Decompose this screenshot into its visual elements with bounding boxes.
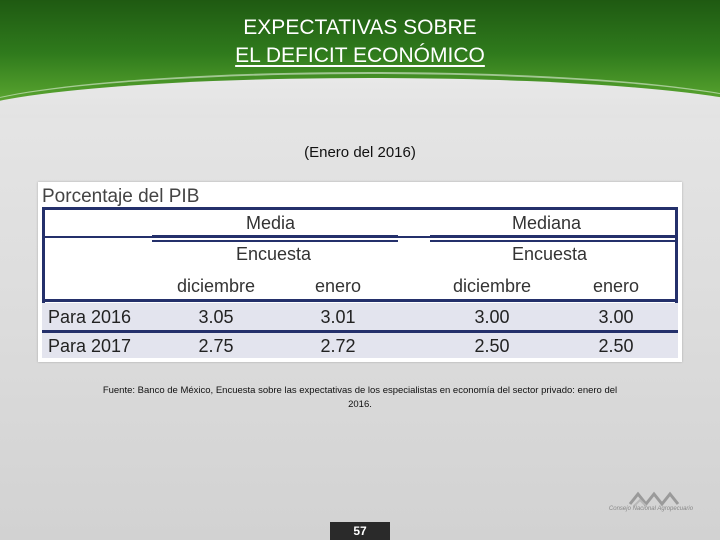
cell-2016-media-diciembre: 3.05 xyxy=(198,307,234,327)
row-label-2017: Para 2017 xyxy=(48,336,132,356)
header-swoosh-line xyxy=(0,72,720,118)
source-note: Fuente: Banco de México, Encuesta sobre … xyxy=(102,385,618,410)
table-top-rule xyxy=(42,207,678,210)
cna-mountains-logo-icon xyxy=(628,491,680,507)
col-header-media-diciembre: diciembre xyxy=(176,276,256,296)
subheader-encuesta-mediana: Encuesta xyxy=(512,244,588,264)
col-header-mediana-enero: enero xyxy=(592,276,640,296)
title-line-1: EXPECTATIVAS SOBRE xyxy=(243,16,477,39)
subtitle: (Enero del 2016) xyxy=(304,144,416,161)
subheader-encuesta-media: Encuesta xyxy=(236,244,312,264)
header-band xyxy=(0,0,720,118)
pib-table: Porcentaje del PIB Media Mediana Encuest… xyxy=(38,182,682,362)
group-header-media: Media xyxy=(246,213,296,233)
title-line-2: EL DEFICIT ECONÓMICO xyxy=(235,44,485,67)
media-double-rule xyxy=(152,235,398,242)
row-divider xyxy=(42,330,678,333)
group-rule xyxy=(42,236,678,238)
mediana-double-rule xyxy=(430,235,678,242)
cell-2017-media-diciembre: 2.75 xyxy=(198,336,234,356)
row-label-2016: Para 2016 xyxy=(48,307,132,327)
table-right-rule xyxy=(675,207,678,327)
group-header-mediana: Mediana xyxy=(512,213,582,233)
cell-2016-mediana-diciembre: 3.00 xyxy=(474,307,510,327)
header-bottom-rule xyxy=(42,299,678,302)
logo-text: Consejo Nacional Agropecuario xyxy=(608,506,694,512)
table-row xyxy=(42,333,678,358)
table-caption: Porcentaje del PIB xyxy=(42,186,200,207)
page-number: 57 xyxy=(330,522,390,540)
cell-2016-media-enero: 3.01 xyxy=(320,307,356,327)
col-header-media-enero: enero xyxy=(314,276,362,296)
col-header-mediana-diciembre: diciembre xyxy=(452,276,532,296)
cell-2017-mediana-enero: 2.50 xyxy=(598,336,634,356)
page-title: EXPECTATIVAS SOBRE EL DEFICIT ECONÓMICO xyxy=(0,14,720,70)
cell-2016-mediana-enero: 3.00 xyxy=(598,307,634,327)
cell-2017-media-enero: 2.72 xyxy=(320,336,356,356)
cell-2017-mediana-diciembre: 2.50 xyxy=(474,336,510,356)
table-row xyxy=(42,303,678,330)
table-left-rule xyxy=(42,207,45,358)
